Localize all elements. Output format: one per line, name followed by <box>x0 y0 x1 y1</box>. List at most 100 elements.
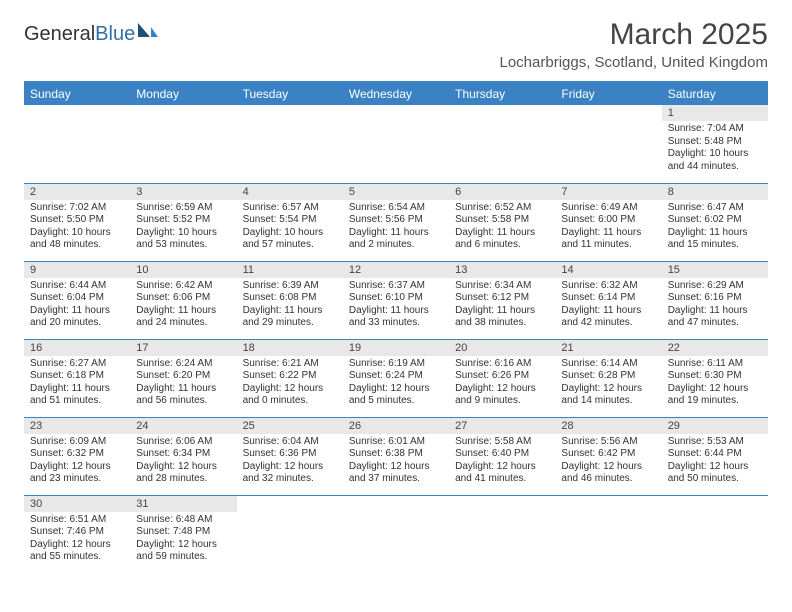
sunset-text: Sunset: 5:58 PM <box>455 214 549 227</box>
day-number <box>237 496 343 512</box>
title-block: March 2025 Locharbriggs, Scotland, Unite… <box>500 18 769 75</box>
sunrise-text: Sunrise: 6:52 AM <box>455 202 549 215</box>
calendar-cell <box>555 495 661 573</box>
daylight-text: Daylight: 12 hours and 14 minutes. <box>561 383 655 408</box>
day-number: 14 <box>555 262 661 278</box>
calendar-cell: 22Sunrise: 6:11 AMSunset: 6:30 PMDayligh… <box>662 339 768 417</box>
calendar-head: SundayMondayTuesdayWednesdayThursdayFrid… <box>24 83 768 105</box>
sunrise-text: Sunrise: 6:44 AM <box>30 280 124 293</box>
calendar-cell: 8 Sunrise: 6:47 AMSunset: 6:02 PMDaylight… <box>662 183 768 261</box>
sunset-text: Sunset: 6:18 PM <box>30 370 124 383</box>
day-header: Sunday <box>24 83 130 105</box>
day-body: Sunrise: 5:56 AMSunset: 6:42 PMDaylight:… <box>555 434 661 490</box>
sunrise-text: Sunrise: 7:02 AM <box>30 202 124 215</box>
brand-part1: General <box>24 23 95 46</box>
calendar-body: 1Sunrise: 7:04 AMSunset: 5:48 PMDaylight… <box>24 105 768 573</box>
calendar-cell: 19Sunrise: 6:19 AMSunset: 6:24 PMDayligh… <box>343 339 449 417</box>
calendar-cell <box>237 105 343 183</box>
calendar-cell: 28Sunrise: 5:56 AMSunset: 6:42 PMDayligh… <box>555 417 661 495</box>
calendar-cell: 11Sunrise: 6:39 AMSunset: 6:08 PMDayligh… <box>237 261 343 339</box>
sunset-text: Sunset: 5:54 PM <box>243 214 337 227</box>
day-body: Sunrise: 6:24 AMSunset: 6:20 PMDaylight:… <box>130 356 236 412</box>
sunset-text: Sunset: 5:52 PM <box>136 214 230 227</box>
day-number: 28 <box>555 418 661 434</box>
day-number: 26 <box>343 418 449 434</box>
day-header: Monday <box>130 83 236 105</box>
calendar-week: 30Sunrise: 6:51 AMSunset: 7:46 PMDayligh… <box>24 495 768 573</box>
day-body: Sunrise: 6:11 AMSunset: 6:30 PMDaylight:… <box>662 356 768 412</box>
day-number <box>237 105 343 121</box>
calendar-cell: 10Sunrise: 6:42 AMSunset: 6:06 PMDayligh… <box>130 261 236 339</box>
calendar-cell: 17Sunrise: 6:24 AMSunset: 6:20 PMDayligh… <box>130 339 236 417</box>
sunrise-text: Sunrise: 6:32 AM <box>561 280 655 293</box>
calendar-cell: 2Sunrise: 7:02 AMSunset: 5:50 PMDaylight… <box>24 183 130 261</box>
sunrise-text: Sunrise: 5:53 AM <box>668 436 762 449</box>
sunrise-text: Sunrise: 6:47 AM <box>668 202 762 215</box>
month-title: March 2025 <box>500 18 769 52</box>
day-number: 8 <box>662 184 768 200</box>
sunset-text: Sunset: 6:10 PM <box>349 292 443 305</box>
day-number: 12 <box>343 262 449 278</box>
calendar-cell: 26Sunrise: 6:01 AMSunset: 6:38 PMDayligh… <box>343 417 449 495</box>
day-body: Sunrise: 6:51 AMSunset: 7:46 PMDaylight:… <box>24 512 130 568</box>
calendar-cell: 30Sunrise: 6:51 AMSunset: 7:46 PMDayligh… <box>24 495 130 573</box>
calendar-cell: 31Sunrise: 6:48 AMSunset: 7:48 PMDayligh… <box>130 495 236 573</box>
daylight-text: Daylight: 10 hours and 44 minutes. <box>668 148 762 173</box>
calendar-cell: 14Sunrise: 6:32 AMSunset: 6:14 PMDayligh… <box>555 261 661 339</box>
day-number: 10 <box>130 262 236 278</box>
day-number <box>449 496 555 512</box>
day-number: 31 <box>130 496 236 512</box>
sunrise-text: Sunrise: 6:39 AM <box>243 280 337 293</box>
day-body: Sunrise: 6:16 AMSunset: 6:26 PMDaylight:… <box>449 356 555 412</box>
day-number: 4 <box>237 184 343 200</box>
day-body: Sunrise: 6:34 AMSunset: 6:12 PMDaylight:… <box>449 278 555 334</box>
day-number: 27 <box>449 418 555 434</box>
daylight-text: Daylight: 11 hours and 42 minutes. <box>561 305 655 330</box>
sunrise-text: Sunrise: 6:34 AM <box>455 280 549 293</box>
sunrise-text: Sunrise: 6:37 AM <box>349 280 443 293</box>
day-body: Sunrise: 6:09 AMSunset: 6:32 PMDaylight:… <box>24 434 130 490</box>
day-body: Sunrise: 6:44 AMSunset: 6:04 PMDaylight:… <box>24 278 130 334</box>
daylight-text: Daylight: 12 hours and 59 minutes. <box>136 539 230 564</box>
sunset-text: Sunset: 6:12 PM <box>455 292 549 305</box>
day-number <box>555 496 661 512</box>
day-number: 24 <box>130 418 236 434</box>
daylight-text: Daylight: 12 hours and 37 minutes. <box>349 461 443 486</box>
daylight-text: Daylight: 12 hours and 23 minutes. <box>30 461 124 486</box>
day-body: Sunrise: 6:29 AMSunset: 6:16 PMDaylight:… <box>662 278 768 334</box>
sunset-text: Sunset: 6:20 PM <box>136 370 230 383</box>
daylight-text: Daylight: 11 hours and 11 minutes. <box>561 227 655 252</box>
day-number: 7 <box>555 184 661 200</box>
daylight-text: Daylight: 11 hours and 6 minutes. <box>455 227 549 252</box>
calendar-cell: 15Sunrise: 6:29 AMSunset: 6:16 PMDayligh… <box>662 261 768 339</box>
daylight-text: Daylight: 12 hours and 5 minutes. <box>349 383 443 408</box>
day-body: Sunrise: 6:14 AMSunset: 6:28 PMDaylight:… <box>555 356 661 412</box>
sunset-text: Sunset: 5:48 PM <box>668 136 762 149</box>
calendar-cell <box>449 105 555 183</box>
sunset-text: Sunset: 6:02 PM <box>668 214 762 227</box>
day-number: 15 <box>662 262 768 278</box>
day-number: 6 <box>449 184 555 200</box>
calendar-cell <box>449 495 555 573</box>
calendar-cell: 24Sunrise: 6:06 AMSunset: 6:34 PMDayligh… <box>130 417 236 495</box>
sunset-text: Sunset: 6:32 PM <box>30 448 124 461</box>
day-number: 5 <box>343 184 449 200</box>
sunset-text: Sunset: 6:00 PM <box>561 214 655 227</box>
daylight-text: Daylight: 10 hours and 53 minutes. <box>136 227 230 252</box>
calendar-cell: 27Sunrise: 5:58 AMSunset: 6:40 PMDayligh… <box>449 417 555 495</box>
brand-logo: GeneralBlue <box>24 22 159 46</box>
sunrise-text: Sunrise: 6:42 AM <box>136 280 230 293</box>
daylight-text: Daylight: 11 hours and 24 minutes. <box>136 305 230 330</box>
daylight-text: Daylight: 12 hours and 41 minutes. <box>455 461 549 486</box>
sunset-text: Sunset: 5:56 PM <box>349 214 443 227</box>
calendar-week: 16Sunrise: 6:27 AMSunset: 6:18 PMDayligh… <box>24 339 768 417</box>
day-number: 1 <box>662 105 768 121</box>
daylight-text: Daylight: 10 hours and 48 minutes. <box>30 227 124 252</box>
daylight-text: Daylight: 11 hours and 15 minutes. <box>668 227 762 252</box>
calendar-cell <box>130 105 236 183</box>
day-body: Sunrise: 6:19 AMSunset: 6:24 PMDaylight:… <box>343 356 449 412</box>
calendar-cell: 16Sunrise: 6:27 AMSunset: 6:18 PMDayligh… <box>24 339 130 417</box>
daylight-text: Daylight: 11 hours and 47 minutes. <box>668 305 762 330</box>
calendar-cell <box>237 495 343 573</box>
day-body: Sunrise: 6:27 AMSunset: 6:18 PMDaylight:… <box>24 356 130 412</box>
